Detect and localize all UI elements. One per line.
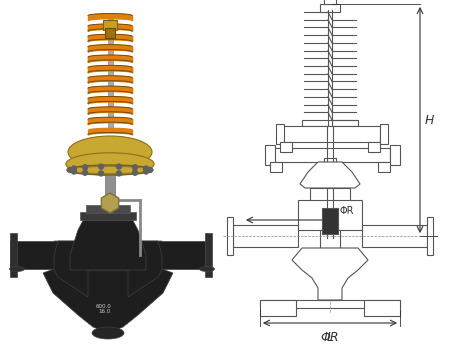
- Bar: [86, 205, 130, 213]
- Bar: [270, 162, 282, 172]
- Bar: [233, 225, 298, 247]
- Circle shape: [143, 169, 149, 174]
- Bar: [107, 18, 112, 132]
- Ellipse shape: [69, 167, 151, 174]
- Bar: [205, 233, 212, 277]
- Bar: [362, 225, 427, 247]
- Polygon shape: [54, 241, 162, 297]
- Circle shape: [133, 170, 138, 175]
- Text: H: H: [425, 113, 434, 126]
- Circle shape: [68, 168, 73, 173]
- Circle shape: [99, 164, 104, 169]
- Bar: [265, 145, 275, 165]
- Ellipse shape: [66, 153, 154, 175]
- Circle shape: [133, 165, 138, 170]
- Bar: [280, 126, 380, 142]
- Bar: [10, 233, 17, 277]
- Bar: [260, 300, 296, 316]
- Bar: [427, 217, 433, 255]
- Bar: [105, 28, 115, 38]
- Bar: [322, 208, 338, 234]
- Bar: [302, 120, 358, 126]
- Bar: [324, 158, 336, 166]
- Bar: [103, 20, 117, 30]
- Ellipse shape: [67, 165, 153, 175]
- Ellipse shape: [92, 327, 124, 339]
- Bar: [298, 200, 362, 230]
- Bar: [378, 162, 390, 172]
- Ellipse shape: [68, 136, 152, 168]
- Circle shape: [143, 166, 149, 171]
- Polygon shape: [43, 241, 173, 333]
- Bar: [364, 300, 400, 316]
- Polygon shape: [300, 162, 360, 188]
- Bar: [260, 300, 400, 308]
- Bar: [270, 148, 390, 162]
- Bar: [105, 170, 115, 200]
- Circle shape: [83, 165, 88, 170]
- Text: ΦR: ΦR: [321, 331, 339, 344]
- Bar: [380, 124, 388, 144]
- Circle shape: [148, 168, 153, 173]
- Polygon shape: [70, 215, 146, 270]
- Bar: [10, 241, 75, 269]
- Text: ΦR: ΦR: [339, 206, 354, 216]
- Polygon shape: [292, 248, 368, 300]
- Circle shape: [117, 164, 122, 169]
- Bar: [280, 142, 292, 152]
- Ellipse shape: [10, 266, 25, 272]
- Bar: [310, 188, 350, 208]
- Bar: [227, 217, 233, 255]
- Circle shape: [83, 170, 88, 175]
- Text: 600.0
16.0: 600.0 16.0: [96, 303, 112, 314]
- Bar: [320, 230, 340, 248]
- Bar: [368, 142, 380, 152]
- Bar: [390, 145, 400, 165]
- Circle shape: [99, 171, 104, 176]
- Bar: [145, 241, 205, 269]
- Bar: [324, 0, 336, 4]
- Bar: [276, 124, 284, 144]
- Circle shape: [71, 169, 76, 174]
- Bar: [320, 4, 340, 12]
- Bar: [80, 212, 136, 220]
- Circle shape: [117, 171, 122, 176]
- Polygon shape: [101, 193, 119, 213]
- Ellipse shape: [200, 266, 214, 272]
- Circle shape: [71, 166, 76, 171]
- Text: L: L: [326, 331, 334, 344]
